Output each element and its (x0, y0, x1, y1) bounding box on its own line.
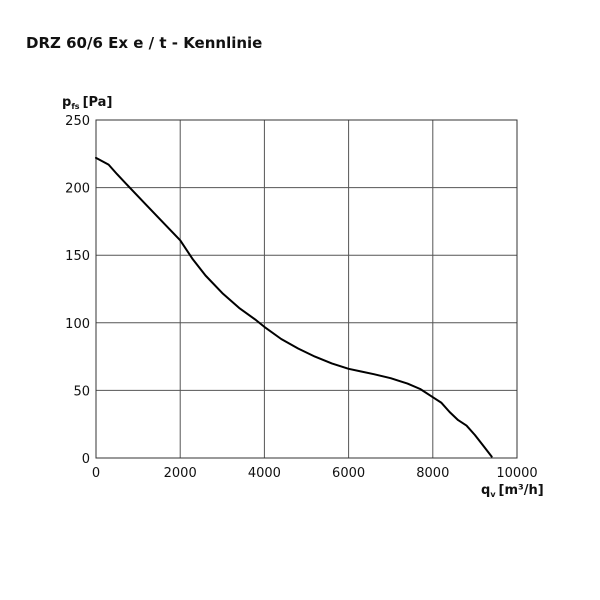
y-tick-label: 150 (65, 249, 90, 264)
x-tick-label: 0 (92, 466, 100, 481)
y-tick-label: 50 (73, 384, 90, 399)
x-tick-label: 2000 (164, 466, 197, 481)
x-tick-label: 6000 (332, 466, 365, 481)
y-tick-label: 0 (82, 452, 90, 467)
page-title: DRZ 60/6 Ex e / t - Kennlinie (26, 34, 263, 52)
y-tick-label: 100 (65, 317, 90, 332)
y-axis-label: pfs [Pa] (62, 95, 112, 111)
x-tick-label: 4000 (248, 466, 281, 481)
tick-labels: 0 2000 4000 6000 8000 10000 0 50 100 150 200 250 (65, 114, 538, 481)
x-tick-label: 10000 (496, 466, 537, 481)
x-tick-label: 8000 (416, 466, 449, 481)
plot-frame (95, 119, 518, 459)
x-axis-label: qv [m³/h] (481, 483, 544, 499)
series-line (95, 156, 493, 458)
y-tick-label: 250 (65, 114, 90, 129)
grid (96, 120, 517, 458)
y-tick-label: 200 (65, 182, 90, 197)
